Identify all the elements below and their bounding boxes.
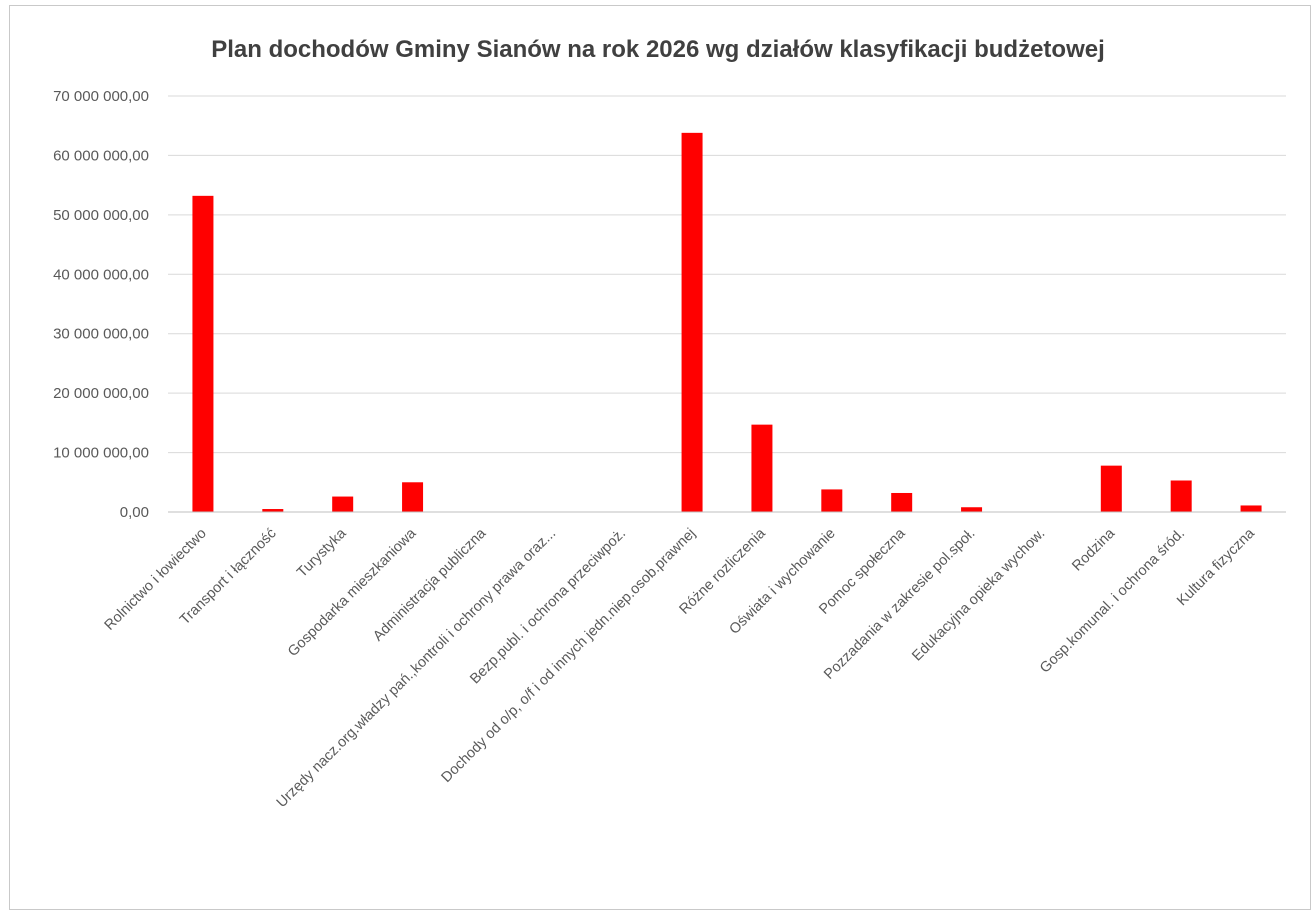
y-tick-label: 70 000 000,00 — [53, 88, 149, 105]
x-category-label: Turystyka — [294, 525, 350, 581]
y-tick-label: 50 000 000,00 — [53, 207, 149, 224]
x-category-label: Administracja publiczna — [370, 525, 490, 645]
bar — [1240, 505, 1262, 512]
y-tick-label: 60 000 000,00 — [53, 147, 149, 164]
y-tick-label: 30 000 000,00 — [53, 326, 149, 343]
x-category-label: Dochody od o/p, o/f i od innych jedn.nie… — [438, 526, 698, 786]
bar — [192, 195, 214, 512]
x-category-label: Gosp.komunal. i ochrona śród. — [1037, 526, 1188, 677]
y-tick-label: 10 000 000,00 — [53, 445, 149, 462]
x-category-label: Edukacyjna opieka wychow. — [909, 526, 1048, 665]
y-tick-label: 40 000 000,00 — [53, 266, 149, 283]
y-tick-label: 0,00 — [120, 504, 149, 521]
chart-frame: Plan dochodów Gminy Sianów na rok 2026 w… — [9, 5, 1311, 910]
bar — [402, 482, 424, 512]
bar — [821, 489, 843, 512]
gridlines — [168, 95, 1286, 454]
y-axis-tick-labels: 0,00 10 000 000,00 20 000 000,00 30 000 000… — [53, 88, 149, 521]
bar — [1100, 465, 1122, 512]
y-tick-label: 20 000 000,00 — [53, 385, 149, 402]
bar — [681, 132, 703, 512]
bar — [332, 496, 354, 512]
x-category-label: Pozzadania w zakresie pol.społ. — [821, 526, 978, 683]
bars — [192, 132, 1262, 512]
chart-title: Plan dochodów Gminy Sianów na rok 2026 w… — [211, 36, 1105, 63]
bar — [751, 424, 773, 512]
x-category-label: Bezp.publ. i ochrona przeciwpoż. — [467, 526, 629, 688]
bar — [891, 492, 913, 512]
bar — [1170, 480, 1192, 512]
x-category-label: Gospodarka mieszkaniowa — [285, 525, 420, 660]
bar — [262, 509, 284, 512]
bar — [961, 507, 983, 512]
bar-chart: Plan dochodów Gminy Sianów na rok 2026 w… — [53, 36, 1286, 811]
x-category-label: Rodzina — [1069, 525, 1119, 575]
